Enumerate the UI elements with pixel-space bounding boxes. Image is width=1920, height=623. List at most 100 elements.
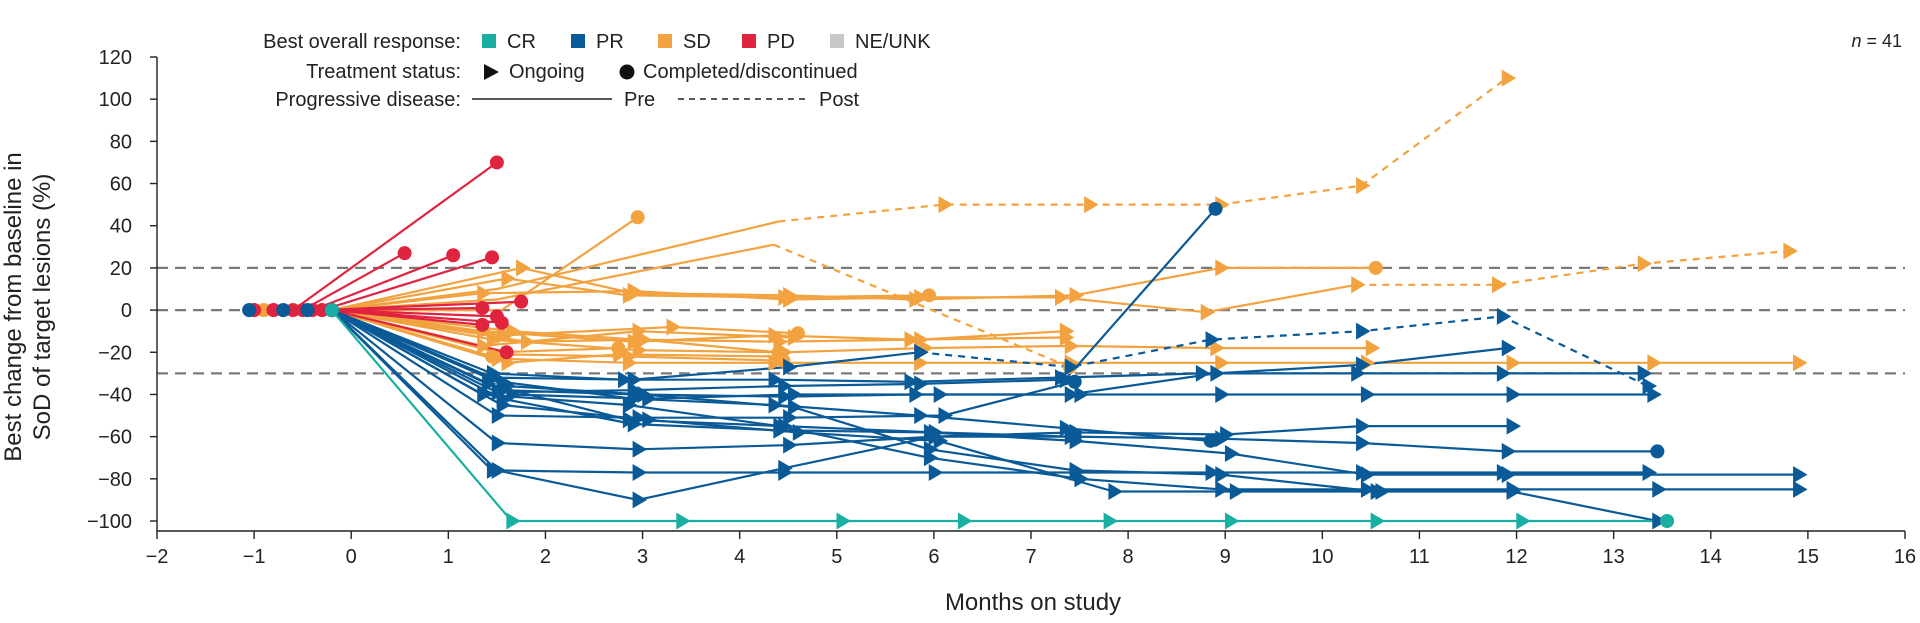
- assessment-marker-cr-1: [1370, 512, 1386, 530]
- assessment-marker-pr-8: [632, 463, 648, 481]
- ongoing-triangle-icon: [484, 64, 499, 80]
- legend-label-pd: PD: [767, 31, 795, 53]
- assessment-marker-sd-13: [477, 337, 492, 355]
- assessment-marker-sd-1: [1084, 196, 1099, 214]
- series-lines: [292, 77, 1799, 523]
- assessment-marker-pr-1: [914, 375, 929, 393]
- assessment-marker-sd-11: [520, 333, 536, 351]
- assessment-marker-pr-5: [768, 371, 784, 389]
- end-completed-sd-16: [485, 349, 500, 364]
- assessment-marker-pr-14: [1224, 445, 1240, 463]
- assessment-marker-pr-11: [1215, 480, 1230, 498]
- end-completed-pr-17: [276, 303, 291, 318]
- assessment-marker-pr-2: [783, 358, 798, 376]
- legend-label-pr: PR: [596, 31, 624, 53]
- end-completed-sd-15: [611, 341, 626, 356]
- assessment-marker-pr-12: [933, 432, 949, 450]
- y-axis-title-line2: SoD of target lesions (%): [29, 174, 56, 441]
- assessment-marker-pr-10: [482, 375, 497, 393]
- assessment-marker-pr-12: [1506, 482, 1522, 500]
- completed-circle-icon: [619, 64, 635, 80]
- end-ongoing-pr-8: [1642, 463, 1658, 481]
- assessment-marker-pr-5: [618, 371, 633, 389]
- assessment-marker-sd-14: [914, 331, 929, 349]
- end-completed-pr-18: [300, 303, 315, 318]
- assessment-marker-pr-4: [787, 385, 803, 403]
- series-line-sd-5: [331, 283, 1357, 314]
- assessment-marker-pr-8: [1205, 463, 1221, 481]
- assessment-marker-pr-6: [938, 407, 953, 425]
- series-line-pd-4: [321, 256, 493, 312]
- end-completed-sd-6: [922, 288, 937, 303]
- assessment-marker-pr-13: [787, 398, 803, 416]
- assessment-marker-cr-1: [676, 512, 691, 530]
- end-ongoing-pr-7: [1506, 417, 1522, 435]
- end-completed-pd-12: [266, 303, 281, 318]
- assessment-marker-pr-8: [928, 463, 944, 481]
- legend-response-title: Best overall response:: [263, 31, 461, 53]
- assessment-marker-pr-3: [778, 388, 793, 406]
- legend-label-cr: CR: [507, 31, 536, 53]
- assessment-marker-pr-13: [923, 440, 939, 458]
- series-line-sd-8: [331, 309, 798, 337]
- legend-pre-label: Pre: [624, 89, 655, 111]
- assessment-marker-pr-3: [1356, 356, 1371, 374]
- y-tick-label: −80: [98, 469, 132, 491]
- legend-swatch-ne-unk: [830, 34, 844, 48]
- assessment-marker-pr-2: [1064, 358, 1080, 376]
- end-completed-pd-1: [489, 155, 504, 170]
- assessment-marker-pr-15: [1059, 419, 1075, 437]
- assessment-marker-pr-2: [627, 371, 643, 389]
- assessment-marker-sd-6: [778, 288, 793, 306]
- assessment-marker-sd-6: [501, 269, 516, 287]
- end-ongoing-sd-1: [1501, 69, 1517, 87]
- end-ongoing-pr-5: [1637, 364, 1653, 382]
- x-tick-label: 9: [1220, 546, 1231, 568]
- series-line-sd-10: [331, 309, 1371, 354]
- assessment-marker-sd-5: [1055, 288, 1070, 306]
- end-completed-pr-15: [1203, 433, 1218, 448]
- assessment-marker-pr-14: [1501, 466, 1517, 484]
- series-line-post-sd-1: [778, 77, 1508, 223]
- n-value: = 41: [1861, 31, 1902, 51]
- assessment-marker-sd-5: [1637, 255, 1653, 273]
- assessment-marker-pr-14: [773, 421, 788, 439]
- y-tick-label: −60: [98, 427, 132, 449]
- assessment-marker-pr-7: [1356, 417, 1371, 435]
- assessment-marker-pr-10: [1501, 442, 1517, 460]
- y-tick-label: −20: [98, 342, 132, 364]
- end-ongoing-pr-14: [1793, 466, 1808, 484]
- end-completed-pr-16: [242, 303, 257, 318]
- assessment-marker-pr-5: [1055, 369, 1070, 387]
- x-tick-label: 14: [1700, 546, 1722, 568]
- assessment-marker-pr-5: [486, 364, 502, 382]
- assessment-marker-pr-5: [1351, 364, 1366, 382]
- assessment-marker-pr-9: [778, 459, 793, 477]
- end-completed-pd-3: [446, 248, 461, 263]
- y-tick-label: 80: [110, 131, 132, 153]
- end-ongoing-pr-11: [1793, 480, 1808, 498]
- n-italic: n: [1851, 31, 1861, 51]
- x-axis-title: Months on study: [945, 589, 1121, 616]
- y-tick-label: 20: [110, 258, 132, 280]
- end-ongoing-sd-14: [1059, 322, 1075, 340]
- assessment-marker-sd-4: [1069, 286, 1085, 304]
- assessment-marker-pr-4: [1215, 385, 1230, 403]
- end-completed-pd-8: [475, 317, 490, 332]
- series-line-pr-13: [331, 309, 1376, 493]
- assessment-marker-sd-7: [904, 331, 919, 349]
- assessment-marker-pr-15: [496, 373, 512, 391]
- x-tick-label: 3: [637, 546, 648, 568]
- assessment-marker-cr-1: [506, 512, 521, 530]
- x-tick-label: 4: [734, 546, 745, 568]
- x-tick-label: 12: [1505, 546, 1527, 568]
- assessment-marker-sd-1: [1356, 177, 1371, 195]
- legend-swatch-sd: [658, 34, 672, 48]
- y-tick-label: 40: [110, 216, 132, 238]
- assessment-marker-sd-4: [516, 259, 531, 277]
- assessment-marker-sd-14: [506, 322, 521, 340]
- assessment-marker-sd-14: [773, 333, 788, 351]
- assessment-marker-pr-4: [1506, 385, 1522, 403]
- assessment-marker-pr-10: [1215, 430, 1230, 448]
